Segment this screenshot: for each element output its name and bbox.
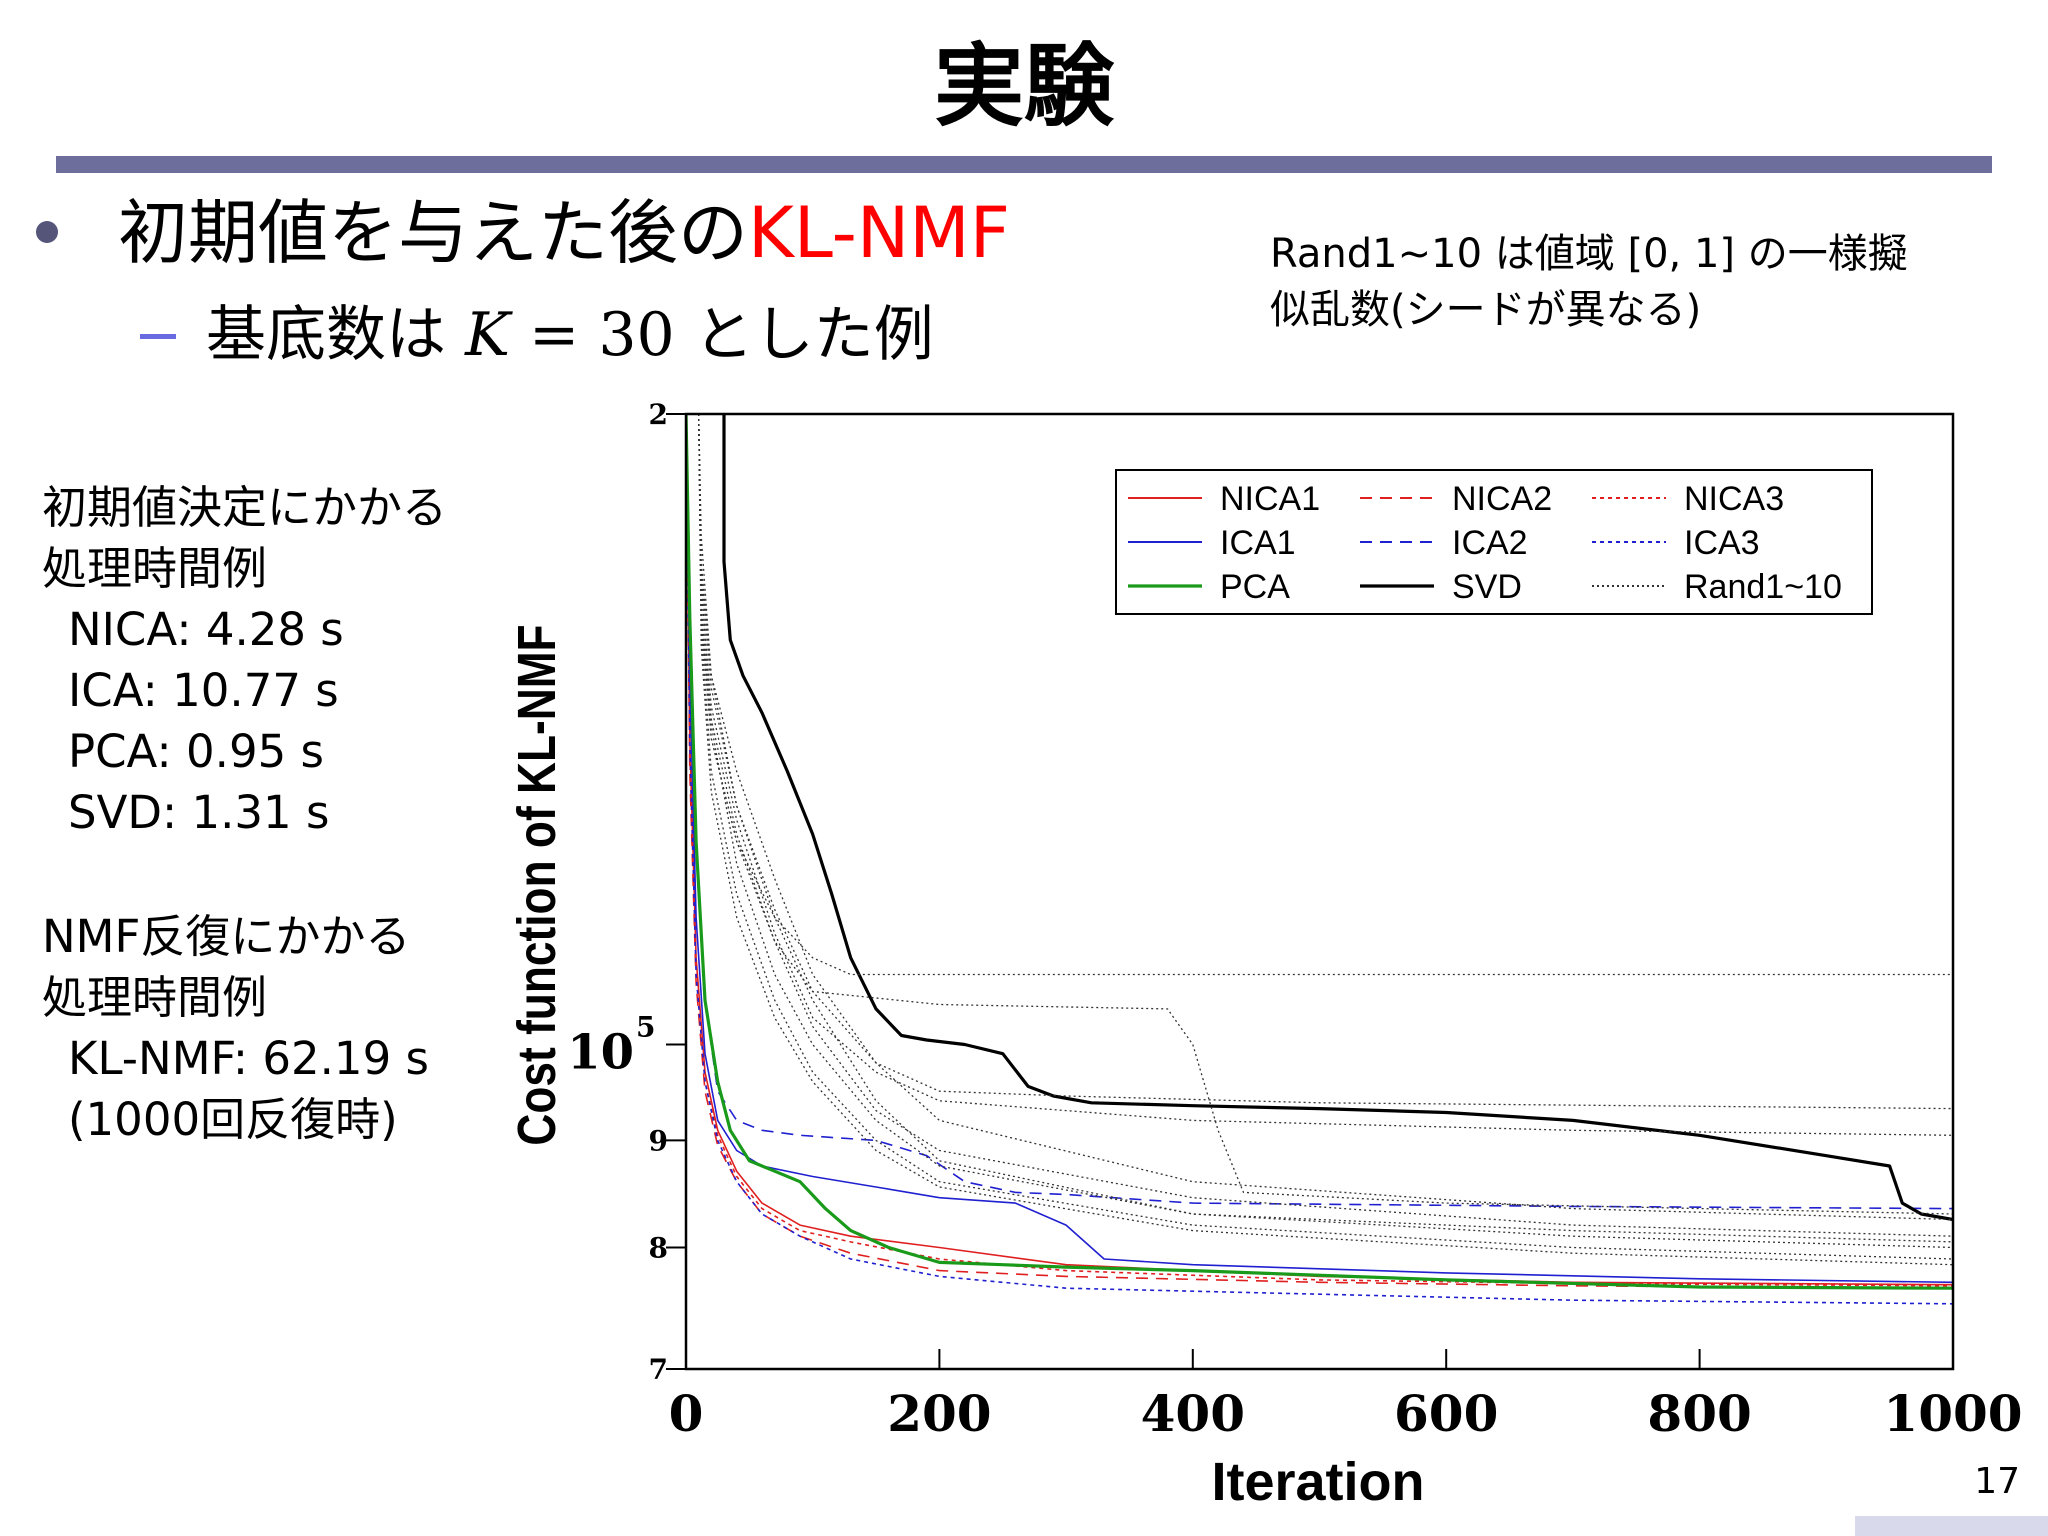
- nmf-heading: NMF反復にかかる: [42, 910, 411, 963]
- bullet-dot-icon: [36, 221, 58, 243]
- bullet-sub-suffix: とした例: [674, 300, 934, 370]
- x-tick-label: 800: [1647, 1384, 1751, 1443]
- init-time-item: ICA: 10.77 s: [68, 664, 339, 717]
- nmf-time-block: NMF反復にかかる 処理時間例 KL-NMF: 62.19 s (1000回反復時): [42, 906, 429, 1150]
- init-time-item: PCA: 0.95 s: [68, 725, 324, 778]
- x-tick-label: 400: [1141, 1384, 1245, 1443]
- init-heading: 初期値決定にかかる: [42, 481, 448, 534]
- y-tick-label: 8: [649, 1232, 668, 1265]
- note-line: 似乱数(シードが異なる): [1270, 287, 1702, 333]
- page-number: 17: [1974, 1461, 2020, 1502]
- bullet-main-text: 初期値を与えた後のKL-NMF: [118, 183, 1010, 283]
- slide-title: 実験: [934, 34, 1114, 139]
- x-tick-label: 1000: [1883, 1384, 2022, 1443]
- y-tick-label: 10: [567, 1025, 634, 1081]
- bullet-main-prefix: 初期値を与えた後の: [118, 192, 748, 274]
- legend-box: [1115, 469, 1873, 615]
- nmf-time-item: (1000回反復時): [68, 1093, 398, 1146]
- legend-label: NICA1: [1220, 480, 1320, 518]
- bullet-main-accent: KL-NMF: [748, 192, 1010, 274]
- y-tick-label: 7: [649, 1353, 668, 1386]
- series-line: [698, 414, 1953, 1260]
- legend-label: NICA3: [1684, 480, 1784, 518]
- series-line: [698, 414, 1953, 1215]
- series-line: [698, 414, 1953, 1243]
- legend-label: SVD: [1452, 568, 1522, 606]
- series-line: [686, 414, 1953, 1290]
- series-line: [698, 414, 1953, 1110]
- legend-label: PCA: [1220, 568, 1290, 606]
- init-heading: 処理時間例: [42, 542, 268, 595]
- init-time-block: 初期値決定にかかる 処理時間例 NICA: 4.28 s ICA: 10.77 s PC…: [42, 477, 447, 843]
- legend-label: ICA3: [1684, 524, 1760, 562]
- init-time-item: SVD: 1.31 s: [68, 786, 330, 839]
- nmf-time-item: KL-NMF: 62.19 s: [68, 1032, 429, 1085]
- y-tick-exponent: 5: [636, 1011, 655, 1044]
- x-tick-label: 200: [887, 1384, 991, 1443]
- y-tick-label: 9: [649, 1124, 668, 1157]
- series-line: [698, 414, 1953, 1136]
- series-line: [698, 414, 1953, 1221]
- legend-label: NICA2: [1452, 480, 1552, 518]
- random-init-note: Rand1~10 は値域 [0, 1] の一様擬 似乱数(シードが異なる): [1270, 226, 1970, 338]
- math-variable: K: [465, 300, 510, 370]
- legend-label: ICA2: [1452, 524, 1528, 562]
- x-axis-label: Iteration: [1211, 1452, 1424, 1512]
- y-tick-label: 2: [649, 398, 668, 431]
- legend-label: ICA1: [1220, 524, 1296, 562]
- corner-bar: [1855, 1516, 2048, 1536]
- nmf-heading: 処理時間例: [42, 971, 268, 1024]
- series-line: [698, 414, 1953, 976]
- bullet-sub-text: 基底数は K = 30 とした例: [206, 290, 934, 380]
- legend-label: Rand1~10: [1684, 568, 1842, 606]
- bullet-sub-prefix: 基底数は: [206, 300, 446, 370]
- x-tick-label: 600: [1394, 1384, 1498, 1443]
- series-line: [698, 414, 1953, 1249]
- x-tick-label: 0: [669, 1384, 704, 1443]
- series-line: [722, 414, 1953, 1222]
- note-line: Rand1~10 は値域 [0, 1] の一様擬: [1270, 231, 1908, 277]
- series-line: [698, 414, 1953, 1237]
- math-equation: = 30: [509, 300, 675, 370]
- y-axis-label: Cost function of KL-NMF: [507, 624, 567, 1145]
- plot-frame: [684, 412, 1955, 1371]
- series-line: [686, 414, 1953, 1305]
- init-time-item: NICA: 4.28 s: [68, 603, 344, 656]
- title-rule: [56, 156, 1992, 173]
- bullet-sub-math: K = 30: [465, 300, 675, 370]
- series-line: [686, 414, 1953, 1284]
- bullet-dash-icon: [140, 334, 176, 339]
